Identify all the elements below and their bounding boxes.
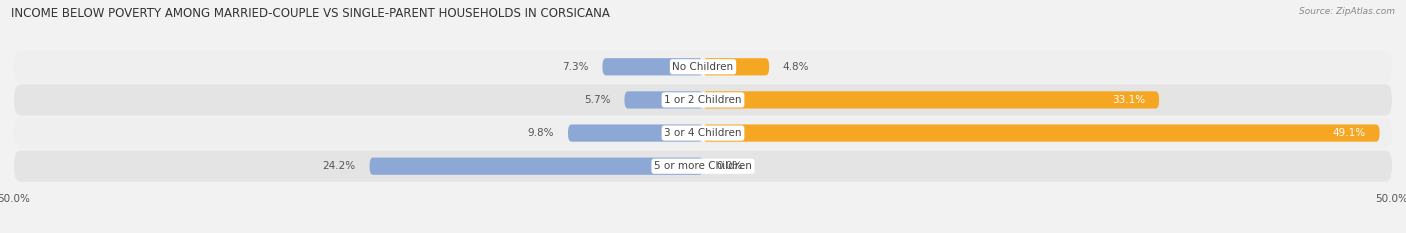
Text: 24.2%: 24.2%	[322, 161, 356, 171]
Text: 1 or 2 Children: 1 or 2 Children	[664, 95, 742, 105]
Text: 49.1%: 49.1%	[1333, 128, 1365, 138]
Text: 3 or 4 Children: 3 or 4 Children	[664, 128, 742, 138]
Text: 5 or more Children: 5 or more Children	[654, 161, 752, 171]
Text: INCOME BELOW POVERTY AMONG MARRIED-COUPLE VS SINGLE-PARENT HOUSEHOLDS IN CORSICA: INCOME BELOW POVERTY AMONG MARRIED-COUPL…	[11, 7, 610, 20]
FancyBboxPatch shape	[14, 151, 1392, 182]
Text: 5.7%: 5.7%	[583, 95, 610, 105]
FancyBboxPatch shape	[602, 58, 703, 75]
FancyBboxPatch shape	[703, 91, 1159, 109]
Text: 9.8%: 9.8%	[527, 128, 554, 138]
Text: 33.1%: 33.1%	[1112, 95, 1146, 105]
FancyBboxPatch shape	[14, 117, 1392, 149]
FancyBboxPatch shape	[370, 158, 703, 175]
Text: 4.8%: 4.8%	[783, 62, 810, 72]
Text: 7.3%: 7.3%	[562, 62, 589, 72]
FancyBboxPatch shape	[624, 91, 703, 109]
FancyBboxPatch shape	[14, 51, 1392, 82]
FancyBboxPatch shape	[568, 124, 703, 142]
FancyBboxPatch shape	[703, 58, 769, 75]
Text: No Children: No Children	[672, 62, 734, 72]
FancyBboxPatch shape	[14, 84, 1392, 116]
FancyBboxPatch shape	[703, 124, 1379, 142]
Text: Source: ZipAtlas.com: Source: ZipAtlas.com	[1299, 7, 1395, 16]
Text: 0.0%: 0.0%	[717, 161, 742, 171]
